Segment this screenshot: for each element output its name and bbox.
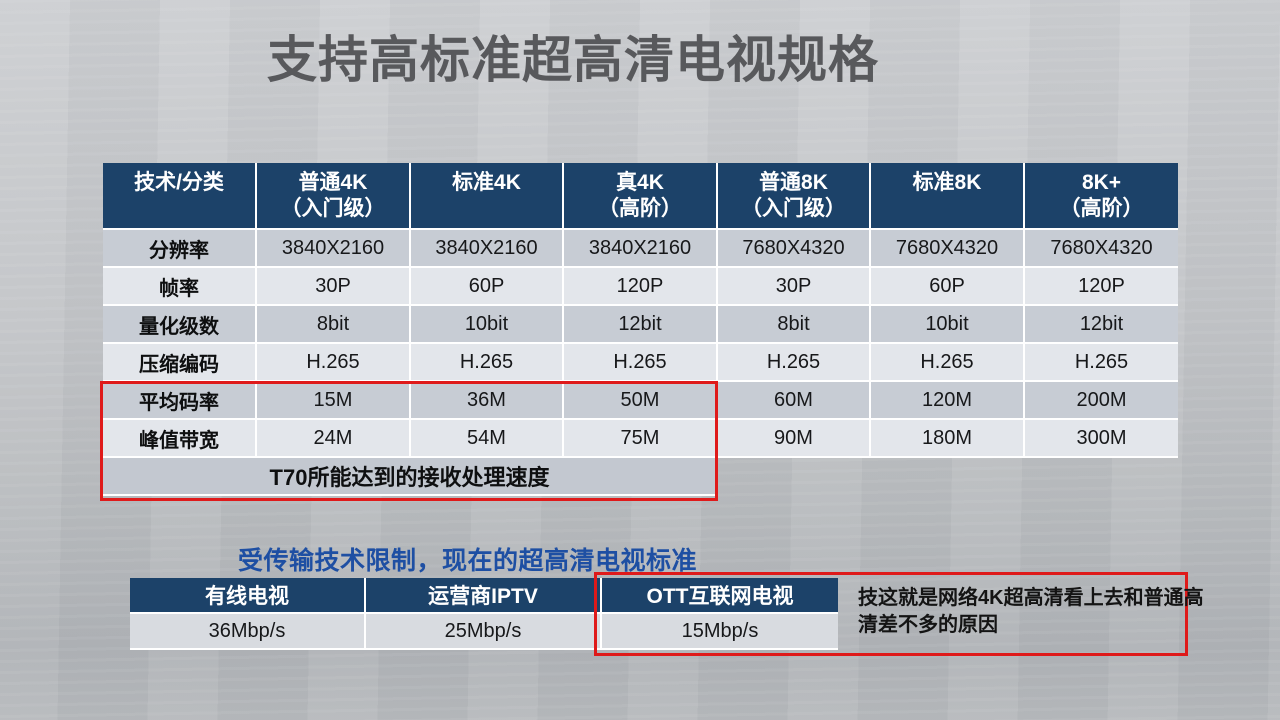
spec-table: 技术/分类 普通4K （入门级） 标准4K 真4K （高阶） 普通8K （入门级… xyxy=(103,163,1178,496)
bandwidth-header-ott: OTT互联网电视 xyxy=(602,578,838,614)
spec-footnote-row: T70所能达到的接收处理速度 xyxy=(103,458,1178,496)
bandwidth-value-ott: 15Mbp/s xyxy=(602,614,838,650)
spec-cell: 60M xyxy=(718,382,871,420)
spec-cell: 120P xyxy=(564,268,718,306)
spec-cell: 7680X4320 xyxy=(871,230,1025,268)
spec-cell: 300M xyxy=(1025,420,1178,458)
spec-cell: 30P xyxy=(257,268,411,306)
spec-cell: 120P xyxy=(1025,268,1178,306)
spec-row-framerate: 帧率 30P 60P 120P 30P 60P 120P xyxy=(103,268,1178,306)
spec-column-header-8kplus: 8K+ （高阶） xyxy=(1025,163,1178,230)
spec-cell: 120M xyxy=(871,382,1025,420)
bandwidth-value-row: 36Mbp/s 25Mbp/s 15Mbp/s xyxy=(130,614,838,650)
spec-cell: 7680X4320 xyxy=(1025,230,1178,268)
spec-cell: H.265 xyxy=(1025,344,1178,382)
spec-cell: 12bit xyxy=(1025,306,1178,344)
column-header-line1: 技术/分类 xyxy=(134,171,224,194)
spec-table-empty-area xyxy=(718,458,1178,496)
bandwidth-header-cable-tv: 有线电视 xyxy=(130,578,366,614)
column-header-line1: 8K+ xyxy=(1081,171,1122,194)
column-header-line2: （高阶） xyxy=(598,197,682,220)
t70-footnote-cell: T70所能达到的接收处理速度 xyxy=(103,458,718,496)
spec-column-header-tech: 技术/分类 xyxy=(103,163,257,230)
spec-cell: 3840X2160 xyxy=(257,230,411,268)
spec-row-codec: 压缩编码 H.265 H.265 H.265 H.265 H.265 H.265 xyxy=(103,344,1178,382)
column-header-line1: 标准4K xyxy=(452,171,521,194)
bandwidth-header-iptv: 运营商IPTV xyxy=(366,578,602,614)
column-header-line2: （入门级） xyxy=(741,197,846,220)
spec-column-header-normal4k: 普通4K （入门级） xyxy=(257,163,411,230)
spec-cell: 10bit xyxy=(411,306,564,344)
spec-row-label: 压缩编码 xyxy=(103,344,257,382)
spec-cell: 200M xyxy=(1025,382,1178,420)
spec-cell: 24M xyxy=(257,420,411,458)
spec-row-avg-bitrate: 平均码率 15M 36M 50M 60M 120M 200M xyxy=(103,382,1178,420)
spec-cell: 15M xyxy=(257,382,411,420)
spec-row-label: 峰值带宽 xyxy=(103,420,257,458)
spec-cell: H.265 xyxy=(718,344,871,382)
column-header-line1: 标准8K xyxy=(912,171,982,194)
spec-cell: 54M xyxy=(411,420,564,458)
spec-column-header-standard8k: 标准8K xyxy=(871,163,1025,230)
spec-cell: 30P xyxy=(718,268,871,306)
column-header-line2: （高阶） xyxy=(1059,197,1144,220)
spec-row-label: 量化级数 xyxy=(103,306,257,344)
spec-cell: 8bit xyxy=(718,306,871,344)
spec-cell: H.265 xyxy=(257,344,411,382)
annotation-note: 技这就是网络4K超高清看上去和普通高清差不多的原因 xyxy=(858,587,1204,636)
bandwidth-header-row: 有线电视 运营商IPTV OTT互联网电视 xyxy=(130,578,838,614)
spec-cell: 3840X2160 xyxy=(411,230,564,268)
spec-cell: 8bit xyxy=(257,306,411,344)
spec-header-row: 技术/分类 普通4K （入门级） 标准4K 真4K （高阶） 普通8K （入门级… xyxy=(103,163,1178,230)
spec-cell: H.265 xyxy=(564,344,718,382)
spec-cell: 60P xyxy=(411,268,564,306)
spec-cell: 90M xyxy=(718,420,871,458)
spec-column-header-normal8k: 普通8K （入门级） xyxy=(718,163,871,230)
bandwidth-table: 有线电视 运营商IPTV OTT互联网电视 36Mbp/s 25Mbp/s 15… xyxy=(130,578,838,650)
spec-row-label: 平均码率 xyxy=(103,382,257,420)
column-header-line1: 普通4K xyxy=(298,171,368,194)
spec-row-bitdepth: 量化级数 8bit 10bit 12bit 8bit 10bit 12bit xyxy=(103,306,1178,344)
spec-cell: H.265 xyxy=(411,344,564,382)
spec-cell: 12bit xyxy=(564,306,718,344)
spec-column-header-standard4k: 标准4K xyxy=(411,163,564,230)
bandwidth-value-cable-tv: 36Mbp/s xyxy=(130,614,366,650)
highlight-box-processing-speed xyxy=(100,381,718,501)
slide-title: 支持高标准超高清电视规格 xyxy=(267,32,879,88)
spec-cell: 10bit xyxy=(871,306,1025,344)
spec-cell: H.265 xyxy=(871,344,1025,382)
spec-cell: 36M xyxy=(411,382,564,420)
spec-column-header-true4k: 真4K （高阶） xyxy=(564,163,718,230)
column-header-line1: 普通8K xyxy=(759,171,828,194)
highlight-box-ott xyxy=(594,572,1188,656)
spec-row-resolution: 分辨率 3840X2160 3840X2160 3840X2160 7680X4… xyxy=(103,230,1178,268)
bandwidth-value-iptv: 25Mbp/s xyxy=(366,614,602,650)
spec-cell: 50M xyxy=(564,382,718,420)
spec-cell: 3840X2160 xyxy=(564,230,718,268)
spec-row-label: 帧率 xyxy=(103,268,257,306)
spec-row-label: 分辨率 xyxy=(103,230,257,268)
spec-cell: 180M xyxy=(871,420,1025,458)
column-header-line2: （入门级） xyxy=(280,197,386,220)
transport-limit-note: 受传输技术限制，现在的超高清电视标准 xyxy=(238,547,698,575)
spec-cell: 7680X4320 xyxy=(718,230,871,268)
spec-cell: 60P xyxy=(871,268,1025,306)
column-header-line1: 真4K xyxy=(616,171,664,194)
